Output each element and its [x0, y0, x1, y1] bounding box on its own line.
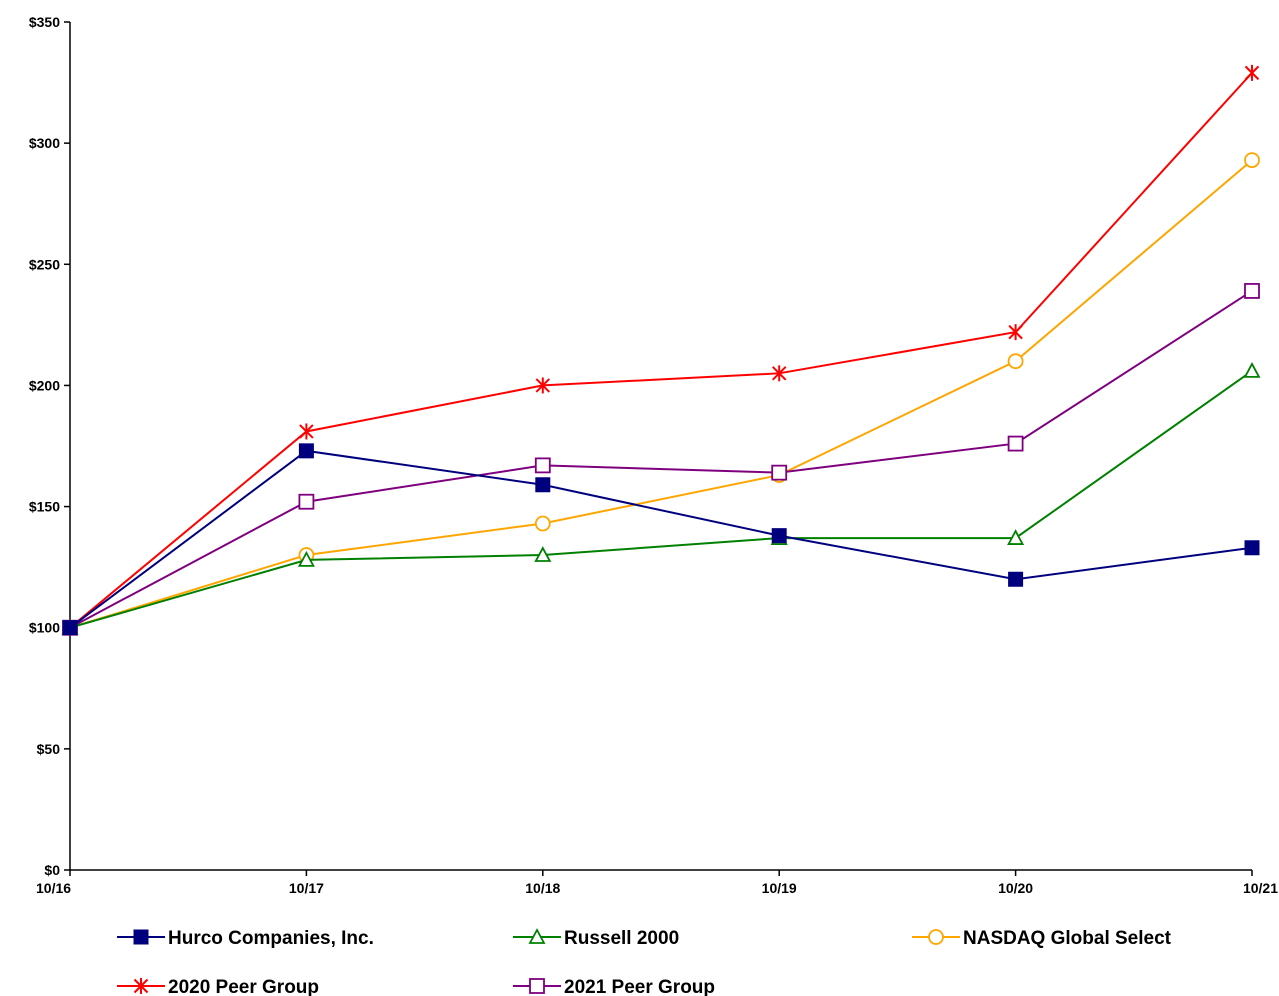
- legend-entry: 2021 Peer Group: [513, 977, 715, 996]
- legend-marker: [133, 929, 149, 945]
- y-tick-label: $0: [44, 862, 60, 878]
- series-3: [62, 64, 1260, 636]
- legend-label: Hurco Companies, Inc.: [168, 928, 374, 949]
- chart-legend: Hurco Companies, Inc. Russell 2000 NASDAQ …: [117, 928, 1172, 996]
- data-point: [299, 423, 314, 440]
- data-point: [298, 443, 314, 459]
- y-tick-label: $350: [29, 14, 60, 30]
- data-point: [534, 457, 551, 474]
- legend-entry: Hurco Companies, Inc.: [117, 928, 374, 949]
- x-tick-label: 10/21: [1243, 880, 1278, 896]
- data-point: [535, 377, 551, 394]
- legend-entry: NASDAQ Global Select: [912, 928, 1172, 949]
- series-line: [69, 449, 1253, 629]
- legend-entry: 2020 Peer Group: [117, 977, 319, 996]
- data-point: [297, 550, 315, 567]
- x-tick-label: 10/20: [998, 880, 1033, 896]
- legend-marker: [529, 978, 545, 994]
- legend-marker: [928, 929, 944, 945]
- x-tick-label: 10/17: [289, 880, 324, 896]
- data-point: [1244, 152, 1260, 169]
- legend-label: 2021 Peer Group: [564, 977, 715, 996]
- series-4: [62, 283, 1260, 636]
- series-line: [69, 370, 1253, 629]
- legend-marker: [133, 978, 149, 994]
- legend-label: 2020 Peer Group: [168, 977, 319, 996]
- data-point: [1244, 283, 1260, 299]
- data-point: [1007, 353, 1024, 370]
- y-tick-label: $150: [29, 499, 60, 515]
- series-line: [69, 290, 1253, 629]
- data-point: [1007, 529, 1025, 545]
- data-point: [1244, 540, 1260, 556]
- legend-marker: [528, 928, 546, 944]
- y-tick-label: $250: [29, 256, 60, 272]
- data-point: [1243, 361, 1261, 378]
- data-point: [1008, 324, 1023, 341]
- legend-entry: Russell 2000: [513, 928, 679, 949]
- y-tick-label: $300: [29, 135, 60, 151]
- series-line: [69, 159, 1253, 629]
- data-point: [62, 620, 78, 636]
- data-point: [771, 528, 787, 544]
- data-point: [771, 365, 787, 382]
- chart-axes: $0 $50 $100 $150 $200 $250 $300 $350 10/16 10/17 1…: [29, 14, 1278, 896]
- data-point: [771, 464, 788, 481]
- data-point: [1007, 435, 1024, 452]
- x-tick-label: 10/19: [762, 880, 797, 896]
- y-tick-label: $200: [29, 377, 60, 393]
- data-point: [534, 515, 551, 532]
- legend-label: NASDAQ Global Select: [963, 928, 1172, 949]
- y-tick-label: $100: [29, 620, 60, 636]
- data-point: [535, 477, 551, 493]
- y-tick-label: $50: [37, 741, 61, 757]
- data-point: [534, 546, 552, 562]
- series-2: [62, 152, 1260, 636]
- chart-series: [61, 64, 1261, 636]
- data-point: [1244, 64, 1260, 81]
- series-0: [62, 443, 1260, 636]
- series-line: [69, 72, 1253, 629]
- legend-label: Russell 2000: [564, 928, 679, 949]
- x-tick-label: 10/18: [525, 880, 560, 896]
- x-tick-label: 10/16: [36, 880, 71, 896]
- data-point: [1008, 571, 1024, 587]
- data-point: [298, 493, 315, 510]
